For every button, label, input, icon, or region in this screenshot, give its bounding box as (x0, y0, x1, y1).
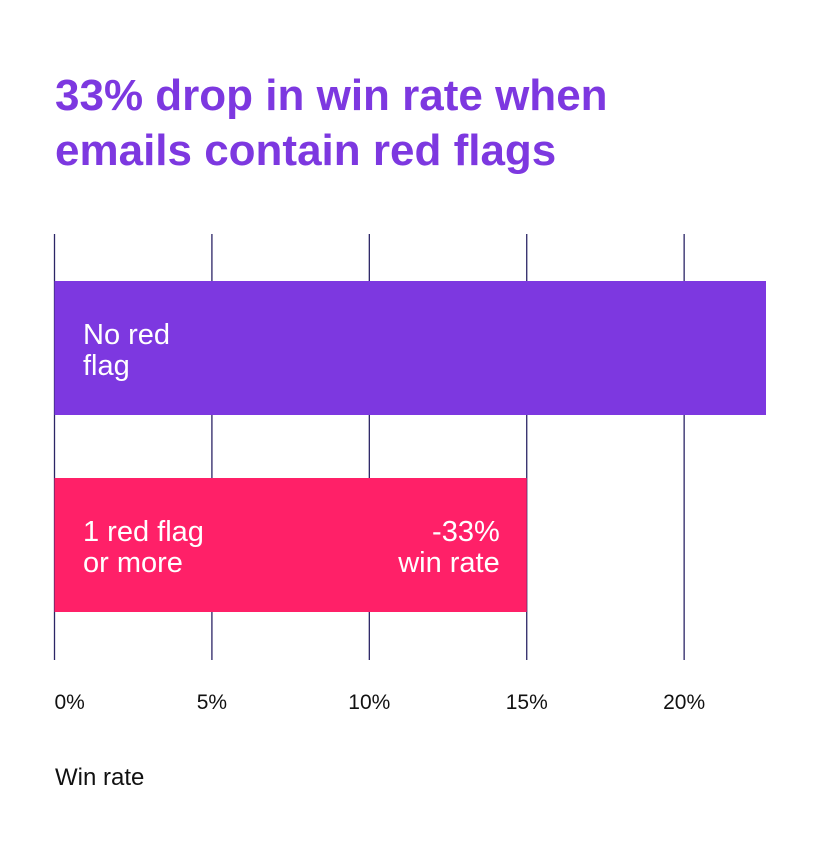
chart-title-line-1: 33% drop in win rate when (55, 71, 608, 120)
x-axis-title: Win rate (55, 764, 145, 791)
bar-2-annotation-line-1: -33% (432, 516, 500, 548)
bar-2-label: 1 red flag or more (83, 516, 204, 579)
bar-1 (54, 281, 766, 415)
chart-title: 33% drop in win rate when emails contain… (55, 68, 775, 178)
bar-1-label: No red flag (83, 319, 170, 382)
chart-title-line-2: emails contain red flags (55, 126, 557, 175)
tick-label-20: 20% (663, 691, 705, 714)
bar-2-annotation: -33% win rate (397, 516, 500, 579)
bar-1-label-line-2: flag (83, 350, 130, 382)
bar-2 (54, 478, 527, 612)
tick-label-15: 15% (506, 691, 548, 714)
bar-1-label-line-1: No red (83, 319, 170, 351)
tick-label-0: 0% (55, 691, 85, 714)
tick-label-10: 10% (348, 691, 390, 714)
bar-2-label-line-2: or more (83, 547, 183, 579)
bar-2-label-line-1: 1 red flag (83, 516, 204, 548)
tick-label-5: 5% (197, 691, 227, 714)
bar-2-annotation-line-2: win rate (397, 547, 500, 579)
